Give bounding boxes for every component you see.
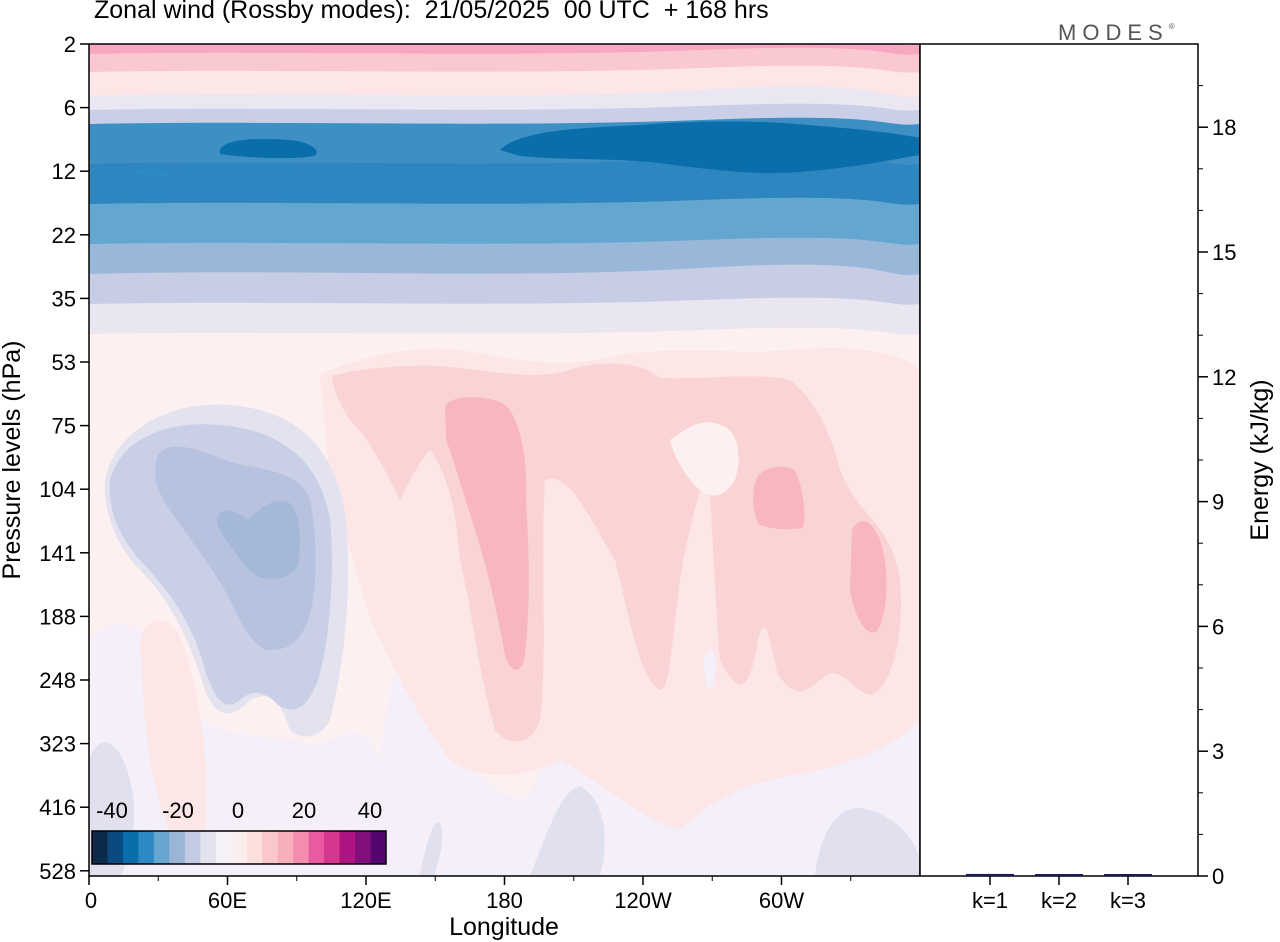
pressure-tick-label: 323 — [39, 732, 76, 757]
wavenumber-axis: k=1 k=2 k=3 — [972, 876, 1146, 913]
wavenumber-tick-label: k=2 — [1041, 888, 1077, 913]
longitude-axis-label: Longitude — [449, 913, 559, 941]
westerly-region-light — [140, 620, 207, 850]
colorbar-cell — [215, 831, 232, 864]
pressure-tick-label: 104 — [39, 477, 76, 502]
longitude-tick-label: 60W — [759, 888, 804, 913]
colorbar-cell — [200, 831, 217, 864]
longitude-tick-label: 180 — [486, 888, 523, 913]
upper-easterly-cores — [135, 121, 920, 177]
easterly-region — [104, 404, 349, 737]
colorbar-cell — [246, 831, 263, 864]
longitude-tick-label: 120E — [340, 888, 391, 913]
colorbar-cell — [277, 831, 294, 864]
colorbar-tick-labels: -40 -20 0 20 40 — [96, 798, 382, 823]
westerly-regions — [140, 348, 920, 850]
longitude-axis: 0 60E 120E 180 120W 60W — [85, 876, 852, 913]
wavenumber-tick-label: k=3 — [1110, 888, 1146, 913]
colorbar-tick-label: 20 — [292, 798, 316, 823]
energy-bar — [966, 873, 1014, 876]
stratospheric-core — [220, 139, 317, 159]
energy-tick-label: 15 — [1212, 240, 1236, 265]
logo-text: MODES — [1058, 20, 1169, 45]
colorbar-cell — [308, 831, 325, 864]
wind-bands — [89, 44, 920, 379]
colorbar-cell — [107, 831, 124, 864]
lower-easterly-zone — [530, 786, 605, 876]
colorbar-cell — [355, 831, 372, 864]
pressure-axis: 2 6 12 22 35 53 75 104 141 188 248 323 416 528 — [39, 32, 89, 884]
colorbar-tick-label: 40 — [358, 798, 382, 823]
energy-axis: 0 3 6 9 12 15 18 — [1198, 85, 1236, 889]
colorbar-cells — [92, 831, 387, 864]
modes-logo: MODES® — [1058, 20, 1175, 46]
westerly-core-180 — [445, 397, 529, 670]
pressure-tick-label: 12 — [52, 159, 76, 184]
colorbar-frame — [91, 830, 387, 865]
colorbar-cell — [339, 831, 356, 864]
stratospheric-core — [500, 121, 920, 174]
colorbar-cell — [293, 831, 310, 864]
colorbar-cell — [153, 831, 170, 864]
energy-tick-label: 0 — [1212, 864, 1224, 889]
pressure-axis-label: Pressure levels (hPa) — [0, 341, 26, 580]
westerly-core-30w — [850, 521, 887, 633]
colorbar-tick-label: -20 — [162, 798, 194, 823]
pressure-tick-label: 75 — [52, 414, 76, 439]
pressure-tick-label: 6 — [64, 96, 76, 121]
stratospheric-core-small — [135, 169, 172, 177]
energy-axis-label: Energy (kJ/kg) — [1246, 379, 1274, 540]
weak-wind-pocket — [670, 422, 739, 496]
colorbar-cell — [324, 831, 341, 864]
pressure-tick-label: 22 — [52, 223, 76, 248]
easterly-core — [216, 501, 300, 579]
pressure-tick-label: 53 — [52, 350, 76, 375]
colorbar-cell — [138, 831, 155, 864]
energy-tick-label: 18 — [1212, 115, 1236, 140]
wavenumber-tick-label: k=1 — [972, 888, 1008, 913]
colorbar-cell — [231, 831, 248, 864]
longitude-tick-label: 120W — [614, 888, 672, 913]
colorbar-cell — [370, 831, 387, 864]
pressure-tick-label: 528 — [39, 859, 76, 884]
pressure-tick-label: 2 — [64, 32, 76, 57]
pressure-tick-label: 141 — [39, 541, 76, 566]
energy-tick-label: 9 — [1212, 490, 1224, 515]
energy-tick-label: 3 — [1212, 739, 1224, 764]
pressure-tick-label: 248 — [39, 668, 76, 693]
lower-easterly-zone — [89, 590, 920, 876]
colorbar-cell — [92, 831, 108, 864]
colorbar: -40 -20 0 20 40 — [91, 798, 387, 865]
energy-tick-label: 12 — [1212, 365, 1236, 390]
energy-bar — [1104, 874, 1152, 876]
colorbar-cell — [122, 831, 139, 864]
colorbar-tick-label: -40 — [96, 798, 128, 823]
energy-plot-frame — [919, 43, 1199, 877]
colorbar-cell — [184, 831, 201, 864]
energy-tick-label: 6 — [1212, 614, 1224, 639]
wind-contour-plot — [89, 44, 920, 876]
longitude-tick-label: 60E — [208, 888, 247, 913]
westerly-core-60w — [753, 466, 805, 530]
energy-bars — [966, 873, 1152, 876]
lower-easterly-zone — [420, 821, 443, 876]
logo-mark: ® — [1168, 22, 1175, 31]
colorbar-cell — [262, 831, 279, 864]
colorbar-tick-label: 0 — [232, 798, 244, 823]
energy-bar — [1035, 874, 1083, 876]
easterly-notch — [704, 649, 716, 689]
energy-bar-chart: 0 3 6 9 12 15 18 k=1 k=2 k=3 Energy (kJ/kg) — [919, 43, 1274, 913]
chart-title: Zonal wind (Rossby modes): 21/05/2025 00… — [94, 0, 769, 24]
pressure-tick-label: 35 — [52, 286, 76, 311]
colorbar-cell — [169, 831, 186, 864]
lower-easterly-zone — [815, 808, 920, 876]
pressure-tick-label: 416 — [39, 795, 76, 820]
lower-easterly-zones — [89, 590, 920, 876]
longitude-tick-label: 0 — [85, 888, 97, 913]
pressure-tick-label: 188 — [39, 604, 76, 629]
